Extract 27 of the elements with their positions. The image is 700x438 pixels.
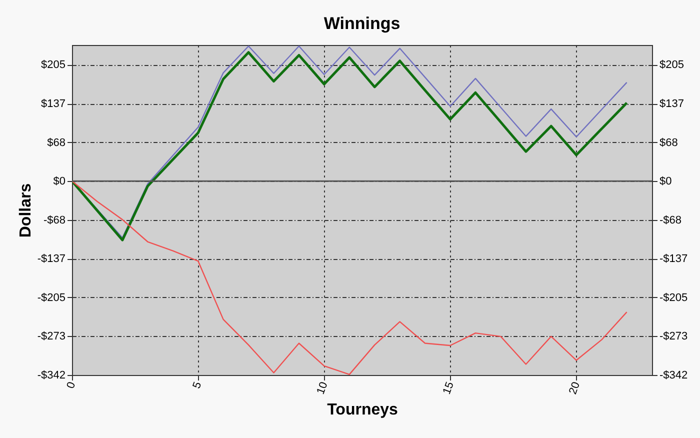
chart-title: Winnings [324, 14, 400, 33]
x-tick-label: 0 [64, 380, 78, 390]
y-tick-label: $137 [41, 98, 66, 110]
y2-tick-label: -$342 [660, 370, 688, 382]
y-tick-label: $68 [47, 136, 66, 149]
y2-tick-label: -$137 [660, 253, 688, 266]
line-series [72, 180, 628, 375]
x-tick-label: 5 [190, 380, 204, 390]
y-tick-label: -$342 [37, 370, 66, 382]
y2-tick-label: -$68 [660, 214, 682, 226]
y-tick-label: $205 [41, 59, 66, 72]
x-tick-label: 10 [314, 380, 330, 396]
y-tick-label: -$205 [37, 292, 66, 304]
y2-tick-label: -$273 [660, 330, 688, 343]
y2-tick-label: $0 [660, 176, 672, 188]
x-tick-label: 15 [440, 380, 456, 396]
y-axis-title: Dollars [17, 183, 34, 238]
y2-tick-label: -$205 [660, 292, 688, 304]
y-tick-label: $0 [53, 176, 66, 188]
y2-tick-label: $68 [660, 136, 678, 149]
y-tick-label: -$273 [37, 330, 66, 343]
x-axis-title: Tourneys [327, 402, 398, 419]
y2-tick-label: $205 [660, 59, 684, 72]
y2-tick-label: $137 [660, 98, 684, 110]
y-tick-label: -$137 [37, 253, 66, 266]
x-tick-label: 20 [567, 380, 582, 396]
y-tick-label: -$68 [43, 214, 66, 226]
